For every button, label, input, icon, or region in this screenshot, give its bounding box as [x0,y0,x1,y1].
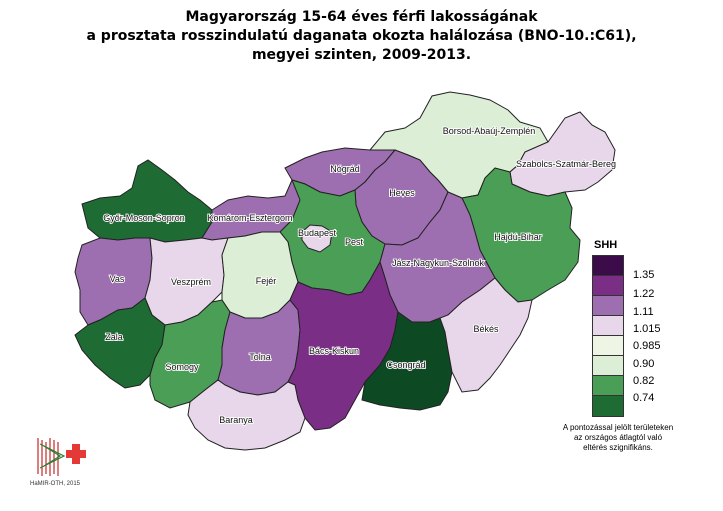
legend-swatch [593,356,623,376]
label-fejer: Fejér [256,276,277,286]
label-veszprem: Veszprém [171,277,211,287]
county-veszprem[interactable] [144,237,229,326]
title-line-3: megyei szinten, 2009-2013. [251,47,472,63]
county-szabolcs-szatmar-bereg[interactable] [509,111,616,197]
legend-swatch [593,376,623,396]
logo-caption: HaMIR-OTH, 2015 [30,481,81,487]
legend-swatch [593,396,623,416]
label-bacs-kiskun: Bács-Kiskun [309,346,359,356]
label-bekes: Békés [473,324,499,334]
legend-label: 1.11 [633,306,654,318]
legend-swatch [593,276,623,296]
label-hajdu-bihar: Hajdú-Bihar [494,232,542,242]
county-shapes [74,91,616,451]
county-budapest[interactable] [301,224,333,253]
title-line-2: a prosztata rosszindulatú daganata okozt… [86,28,637,44]
label-budapest: Budapest [298,228,337,238]
county-baranya[interactable] [187,379,306,451]
note-line-1: A pontozással jelölt területeken [562,423,674,432]
title-line-1: Magyarország 15-64 éves férfi lakosságán… [185,9,538,25]
legend-label: 0.74 [633,392,655,404]
label-heves: Heves [389,188,415,198]
legend-label: 1.22 [633,288,655,300]
label-zala: Zala [105,332,123,342]
label-tolna: Tolna [249,352,271,362]
label-nograd: Nógrád [330,164,360,174]
legend-label: 1.015 [633,323,661,335]
legend-label: 0.985 [633,340,661,352]
county-csongrad[interactable] [361,311,453,411]
legend-swatch [593,296,623,316]
label-baranya: Baranya [219,415,253,425]
legend-label: 0.82 [633,375,655,387]
label-vas: Vas [110,274,125,284]
county-labels: Borsod-Abaúj-Zemplén Szabolcs-Szatmár-Be… [102,125,617,426]
map-title: Magyarország 15-64 éves férfi lakosságán… [0,8,723,65]
note-line-2: az országos átlagtól való [573,433,663,442]
county-bacs-kiskun[interactable] [287,260,399,431]
legend-title: SHH [594,239,618,251]
label-somogy: Somogy [165,362,199,372]
label-gyor-moson-sopron: Győr-Moson-Sopron [103,213,185,223]
label-komarom-esztergom: Komárom-Esztergom [207,213,292,223]
note-line-3: eltérés szignifikáns. [583,443,653,452]
legend-swatch [593,316,623,336]
county-bekes[interactable] [439,277,533,393]
label-szabolcs-szatmar-bereg: Szabolcs-Szatmár-Bereg [516,159,616,169]
legend-swatch [593,336,623,356]
legend-label: 1.35 [633,269,655,281]
county-gyor-moson-sopron[interactable] [81,159,213,243]
label-pest: Pest [345,237,364,247]
legend-swatch [593,256,623,276]
label-borsod-abauj-zemplen: Borsod-Abaúj-Zemplén [443,126,536,136]
significance-note: A pontozással jelölt területeken az orsz… [548,423,688,453]
legend-label: 0.90 [633,358,655,370]
label-jasz-nagykun-szolnok: Jász-Nagykun-Szolnok [392,258,485,268]
hamir-oth-logo-icon [37,438,86,476]
label-csongrad: Csongrád [386,360,425,370]
legend-color-scale [592,255,624,417]
